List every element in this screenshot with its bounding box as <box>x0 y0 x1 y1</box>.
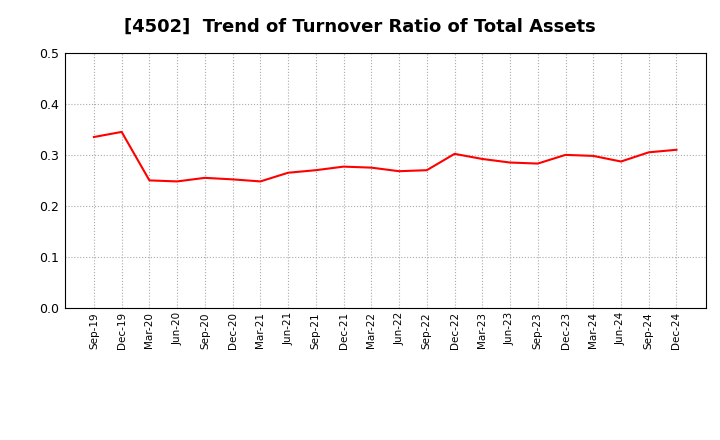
Text: [4502]  Trend of Turnover Ratio of Total Assets: [4502] Trend of Turnover Ratio of Total … <box>124 18 596 35</box>
